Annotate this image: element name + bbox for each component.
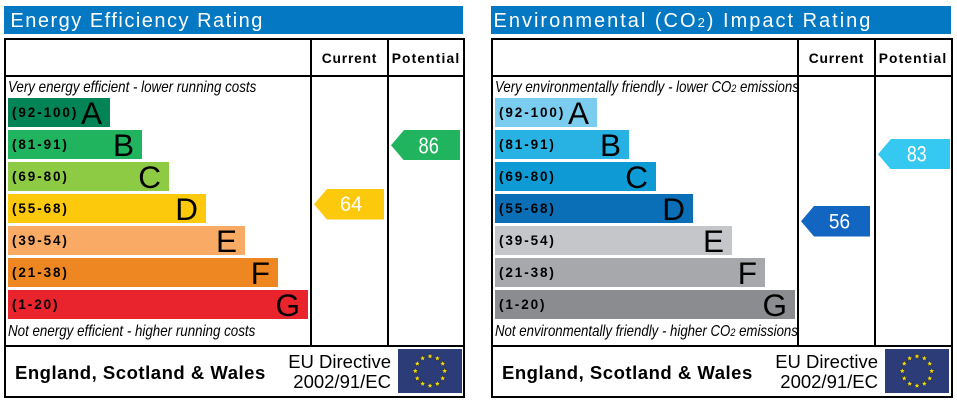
svg-text:56: 56 — [829, 209, 850, 233]
svg-text:64: 64 — [340, 193, 363, 216]
svg-text:83: 83 — [907, 141, 927, 166]
svg-text:86: 86 — [419, 132, 439, 158]
